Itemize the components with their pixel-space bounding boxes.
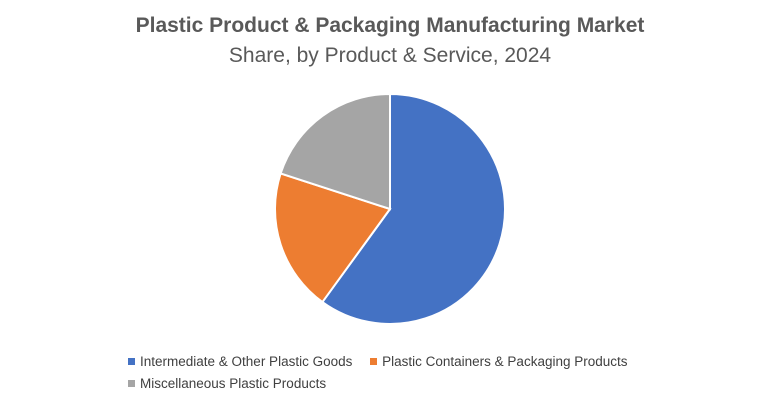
pie-slice-0 xyxy=(321,92,506,325)
chart-subtitle: Share, by Product & Service, 2024 xyxy=(228,44,552,67)
legend-swatch xyxy=(128,379,135,387)
legend-item-containers: Plastic Containers & Packaging Products xyxy=(370,350,628,372)
legend-item-intermediate: Intermediate & Other Plastic Goods xyxy=(128,350,352,372)
legend-label: Miscellaneous Plastic Products xyxy=(140,375,327,391)
legend-swatch xyxy=(128,357,135,365)
pie-slice-1 xyxy=(274,172,392,304)
chart-title: Plastic Product & Packaging Manufacturin… xyxy=(135,14,645,37)
legend-label: Plastic Containers & Packaging Products xyxy=(382,353,628,369)
legend-item-miscellaneous: Miscellaneous Plastic Products xyxy=(128,372,326,394)
pie-slice-2 xyxy=(279,92,391,211)
legend: Intermediate & Other Plastic Goods Plast… xyxy=(128,350,688,394)
legend-swatch xyxy=(370,357,378,365)
legend-label: Intermediate & Other Plastic Goods xyxy=(140,353,353,369)
